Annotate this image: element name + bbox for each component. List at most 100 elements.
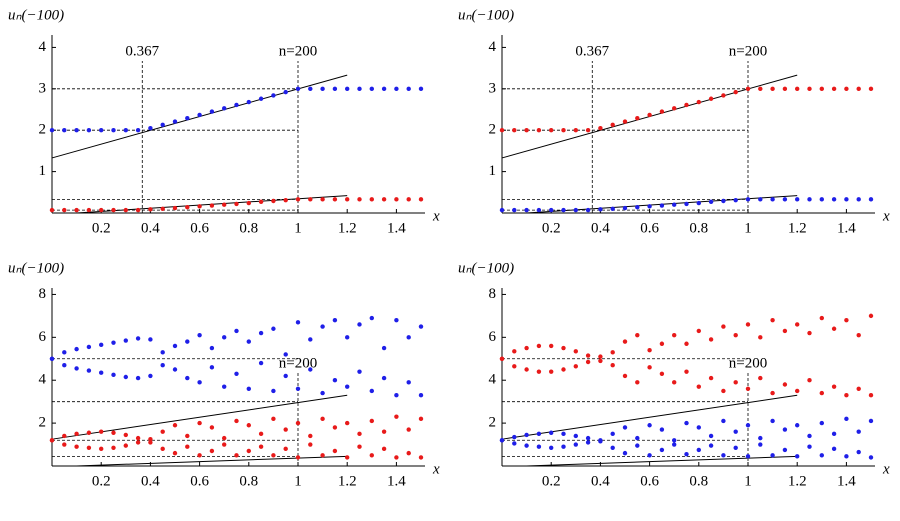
data-point (733, 197, 738, 203)
data-point (332, 448, 338, 454)
data-point (807, 378, 812, 383)
data-point (197, 112, 202, 118)
data-point (345, 384, 350, 389)
data-point (148, 436, 153, 442)
data-point (561, 431, 566, 437)
data-point (406, 86, 411, 92)
data-point (111, 128, 116, 133)
reference-line (526, 455, 798, 467)
data-point (770, 86, 775, 92)
data-point (844, 454, 849, 459)
data-point (622, 373, 628, 379)
data-point (135, 336, 141, 341)
data-point (659, 341, 665, 346)
data-point (573, 207, 578, 213)
data-point (123, 443, 128, 448)
data-point (512, 441, 517, 446)
x-tick-label: 1.4 (837, 220, 856, 236)
x-tick-label: 1 (294, 473, 302, 489)
data-point (172, 119, 178, 124)
data-point (708, 199, 714, 205)
data-point (62, 442, 67, 447)
data-point (135, 207, 141, 213)
data-point (197, 420, 202, 426)
y-tick-label: 6 (489, 329, 497, 345)
data-point (123, 338, 128, 343)
data-point (610, 445, 615, 450)
y-tick-label: 2 (489, 122, 497, 138)
data-point (246, 423, 251, 428)
data-point (647, 365, 652, 370)
data-point (222, 442, 227, 447)
data-point (831, 326, 837, 331)
data-point (659, 109, 665, 114)
data-point (795, 86, 800, 92)
data-point (499, 207, 505, 213)
data-point (672, 332, 677, 338)
data-point (549, 343, 554, 349)
data-point (295, 197, 301, 202)
x-axis-label: x (432, 461, 440, 477)
data-point (209, 448, 215, 454)
data-point (406, 380, 411, 385)
data-point (708, 375, 714, 381)
data-point (381, 375, 387, 381)
data-point (561, 444, 566, 449)
data-point (357, 322, 362, 327)
data-point (308, 442, 313, 447)
data-point (573, 364, 578, 369)
data-point (111, 445, 116, 450)
x-tick-label: 0.8 (689, 220, 708, 236)
data-point (381, 446, 387, 452)
data-point (246, 339, 251, 344)
data-point (733, 380, 738, 385)
data-point (672, 380, 677, 385)
data-point (647, 112, 652, 118)
data-point (549, 207, 554, 213)
data-point (406, 197, 411, 202)
x-tick-label: 1.4 (387, 473, 406, 489)
data-point (185, 433, 190, 439)
data-point (394, 317, 399, 323)
x-axis-label: x (882, 208, 890, 224)
data-point (795, 454, 800, 459)
data-point (758, 197, 763, 202)
data-point (659, 203, 665, 208)
data-point (758, 335, 763, 340)
data-point (795, 388, 800, 394)
data-point (758, 435, 763, 441)
data-point (49, 128, 55, 133)
data-point (160, 206, 165, 212)
x-tick-label: 1 (744, 220, 752, 236)
data-point (684, 341, 689, 346)
data-point (308, 197, 313, 202)
data-point (782, 86, 788, 92)
data-point (283, 89, 288, 95)
x-tick-label: 0.6 (640, 220, 659, 236)
y-tick-label: 1 (39, 163, 47, 179)
data-point (598, 207, 603, 212)
data-point (696, 200, 701, 206)
data-point (844, 416, 849, 422)
data-point (222, 202, 227, 207)
data-point (868, 393, 874, 398)
data-point (258, 444, 264, 449)
data-point (721, 324, 726, 329)
data-point (807, 433, 812, 439)
data-point (99, 429, 104, 434)
x-tick-label: 1.2 (788, 220, 807, 236)
data-point (209, 365, 215, 370)
data-point (99, 446, 104, 452)
y-tick-label: 8 (489, 286, 497, 302)
data-point (536, 369, 542, 374)
data-point (369, 418, 374, 424)
data-point (721, 93, 726, 98)
data-point (868, 313, 874, 319)
annotation: 0.367 (125, 43, 159, 59)
reference-line (76, 455, 348, 467)
data-point (381, 86, 387, 92)
data-point (74, 128, 79, 133)
data-point (647, 347, 652, 353)
data-point (332, 317, 338, 323)
data-point (160, 363, 165, 368)
